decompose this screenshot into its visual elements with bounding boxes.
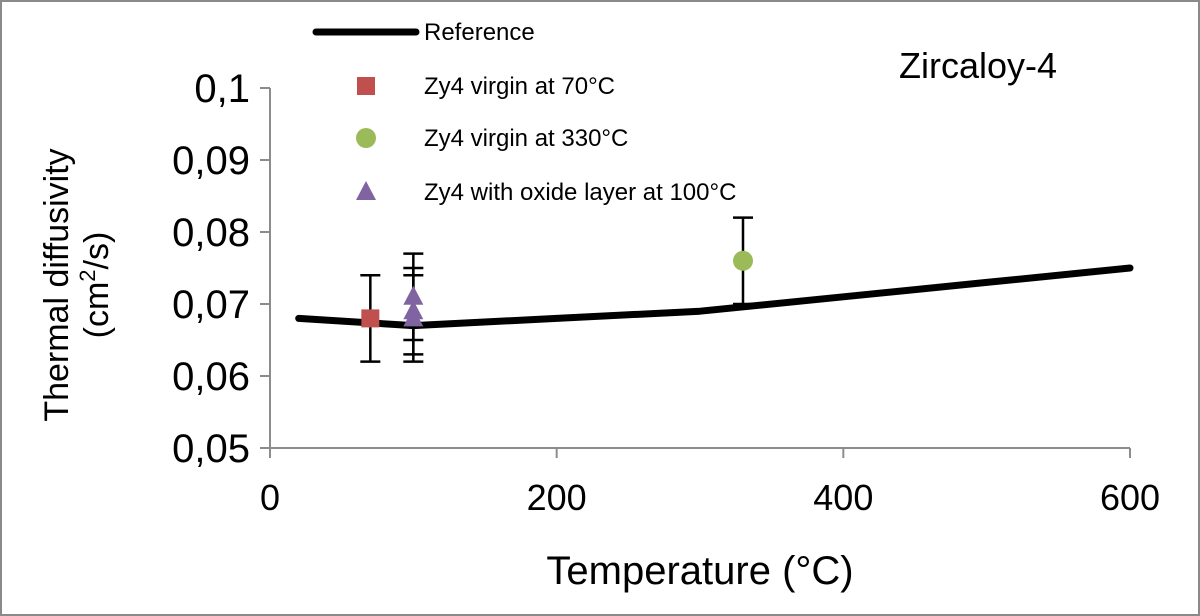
y-tick-label: 0,09: [172, 139, 250, 183]
series-layer: [295, 216, 1134, 363]
legend-marker-triangle: [356, 181, 376, 200]
legend-marker-square: [357, 77, 375, 95]
data-point-triangle: [403, 307, 424, 327]
y-axis-label-line1: Thermal diffusivity: [38, 148, 76, 421]
chart-title: Zircaloy-4: [899, 45, 1057, 86]
y-axis-label: Thermal diffusivity (cm2/s): [38, 148, 116, 421]
x-tick-label: 0: [260, 477, 280, 518]
y-axis-label-line2: (cm2/s): [75, 232, 116, 339]
data-point-circle: [733, 250, 753, 271]
legend-label: Zy4 virgin at 330°C: [424, 125, 628, 152]
x-tick-label: 600: [1100, 477, 1160, 518]
legend: Reference Zy4 virgin at 70°C Zy4 virgin at…: [312, 19, 736, 206]
y-tick-label: 0,1: [194, 67, 250, 111]
y-tick-label: 0,06: [172, 355, 250, 399]
y-tick-label: 0,05: [172, 427, 250, 471]
legend-label: Reference: [424, 19, 535, 46]
legend-marker-circle: [356, 128, 376, 148]
data-point-square: [361, 309, 380, 328]
y-tick-label: 0,07: [172, 283, 250, 327]
legend-label: Zy4 with oxide layer at 100°C: [424, 179, 736, 206]
data-point-triangle: [403, 285, 424, 305]
x-tick-label: 400: [813, 477, 873, 518]
x-axis-label: Temperature (°C): [546, 549, 853, 593]
y-tick-label: 0,08: [172, 211, 250, 255]
legend-label: Zy4 virgin at 70°C: [424, 73, 615, 100]
axes: 0,05 0,06 0,07 0,08 0,09 0,1 0 200 400 600: [172, 67, 1160, 518]
x-tick-label: 200: [527, 477, 587, 518]
